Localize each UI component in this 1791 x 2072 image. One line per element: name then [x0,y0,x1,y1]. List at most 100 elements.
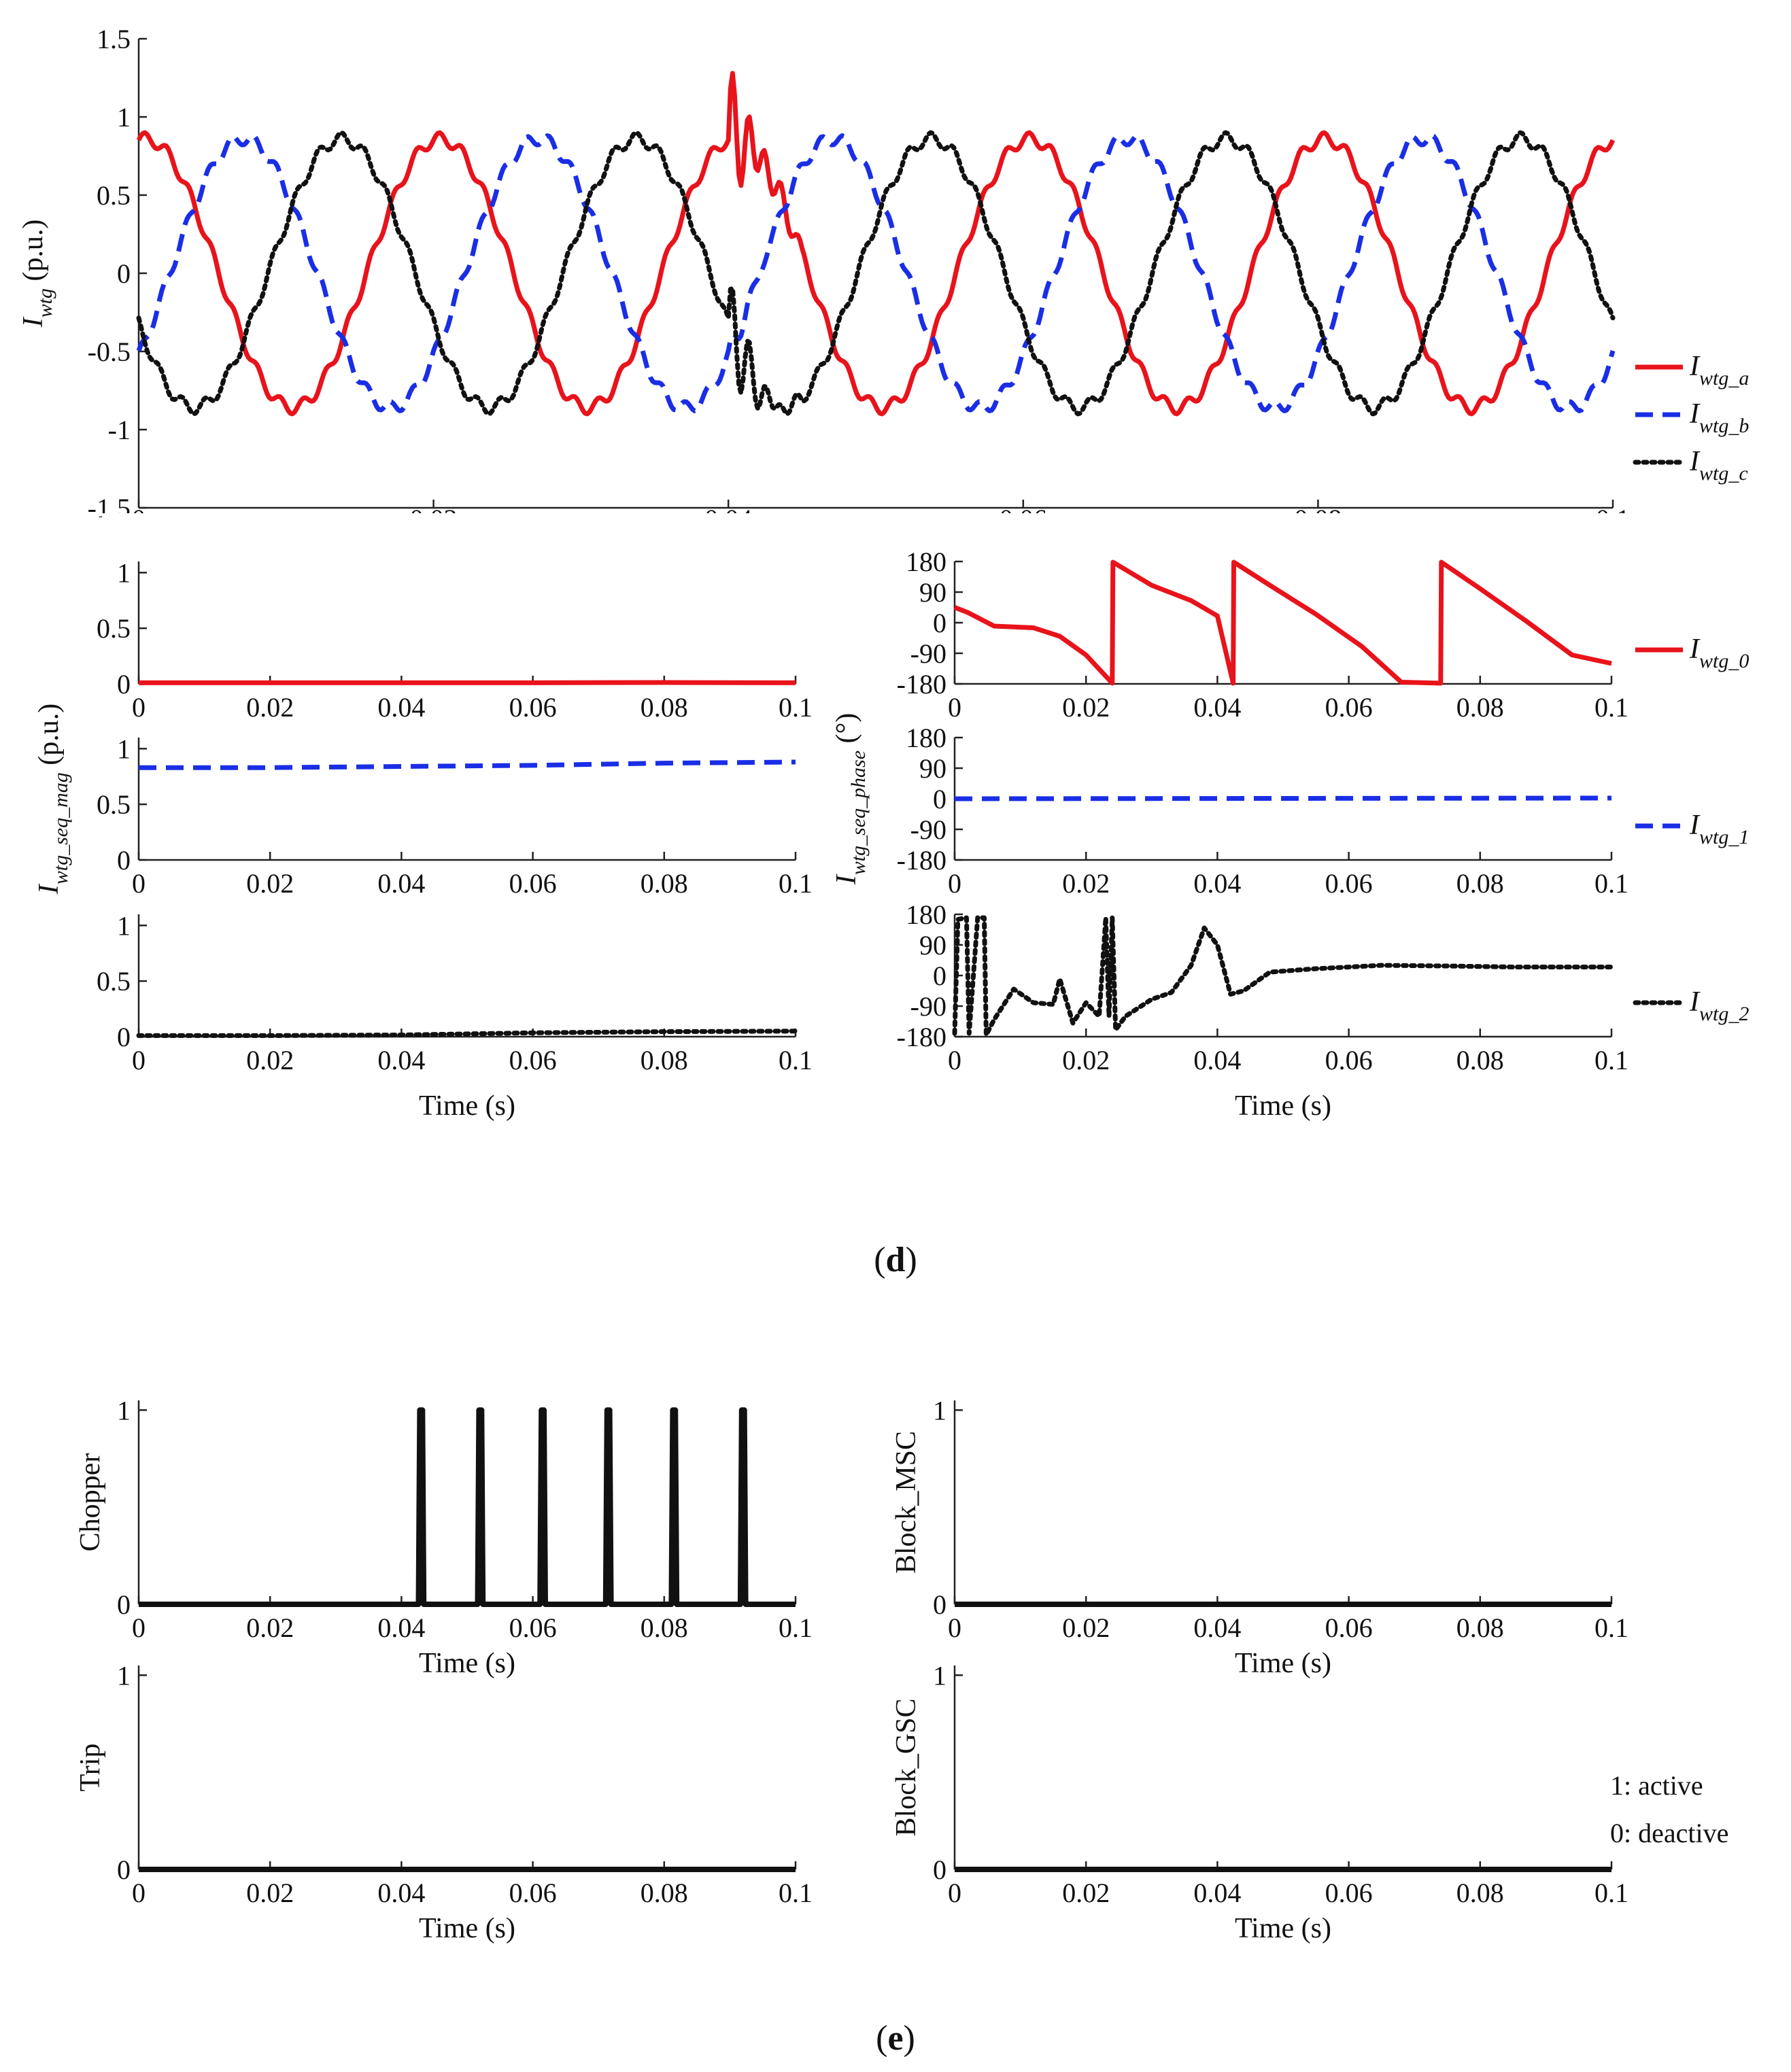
x-tick-label: 0.04 [1193,1878,1241,1908]
x-tick-label: 0.02 [1062,868,1110,899]
x-tick-label: 0 [948,692,961,723]
y-tick-label: 90 [919,753,946,784]
x-tick-label: 0.1 [1594,868,1628,899]
y-tick-label: 1 [117,1395,131,1426]
x-axis-label: Time (s) [419,1648,515,1679]
y-tick-label: 0.5 [97,789,131,820]
x-tick-label: 0.06 [1325,1878,1373,1908]
panel-d-label: (d) [874,1241,917,1279]
legend-label: Iwtg_b [1689,398,1749,437]
x-tick-label: 0.06 [509,868,557,899]
x-tick-label: 0.1 [779,1045,813,1075]
y-tick-label: 0 [117,669,131,700]
x-axis-label: Time (s) [419,1090,515,1122]
x-tick-label: 0.04 [377,1612,425,1643]
series-line-wtg_b [136,133,1616,413]
x-tick-label: 0.04 [377,1045,425,1075]
note-active: 1: active [1610,1770,1703,1801]
x-axis-label: Time (s) [1235,1913,1331,1944]
x-tick-label: 0.06 [1325,692,1373,723]
x-axis-label: Time (s) [1235,1648,1331,1679]
y-tick-label: 0 [933,608,946,638]
seq-mag-line [136,1029,798,1038]
y-tick-label: -90 [910,814,946,845]
x-tick-label: 0 [948,1878,961,1908]
y-tick-label: 0 [933,784,946,814]
legend-label: Iwtg_a [1689,351,1749,390]
x-tick-label: 0.1 [1594,692,1628,723]
y-tick-label: -180 [897,1022,946,1052]
y-tick-label: 0 [117,1589,131,1620]
y-axis-label: Chopper [75,1453,106,1552]
x-tick-label: 0.04 [1193,1045,1241,1075]
x-tick-label: 0.02 [246,1045,294,1075]
y-tick-label: 0.5 [97,966,131,997]
x-tick-label: 0 [948,868,961,899]
x-tick-label: 0.1 [779,1878,813,1908]
x-tick-label: 0.06 [1325,1045,1373,1075]
x-tick-label: 0.02 [246,692,294,723]
y-tick-label: 90 [919,930,946,961]
seq-phase-line [954,795,1612,801]
chart-d-mag: 10.500 0.02 0.04 0.06 0.08 0.110.500 0.02 0.04 0… [33,557,813,1122]
y-axis-label: Block_MSC [891,1431,922,1574]
chart-e_chopper: 1 00 0.02 0.04 0.06 0.08 0.1 Time (s) Chopper [75,1395,813,1679]
seq-mag-line [139,759,796,770]
y-tick-label: -180 [897,669,946,700]
legend-label: Iwtg_c [1689,446,1748,485]
y-tick-label: 1.5 [97,24,131,54]
x-tick-label: 0 [132,868,146,899]
y-tick-label: 0 [117,1022,131,1052]
x-tick-label: 0.04 [1193,692,1241,723]
y-tick-label: 1 [117,102,131,133]
x-tick-label: 0.02 [1062,692,1110,723]
signal-trace [139,1407,796,1607]
x-tick-label: 0.02 [246,868,294,899]
x-tick-label: 0 [948,1612,961,1643]
y-tick-label: 0.5 [97,180,131,211]
y-tick-label: 1 [117,1660,131,1691]
x-tick-label: 0.1 [1594,1045,1628,1075]
y-axis-label: Block_GSC [891,1698,922,1836]
y-tick-label: 1 [117,910,131,941]
x-tick-label: 0.06 [1325,868,1373,899]
y-tick-label: 0 [117,845,131,876]
y-tick-label: 0 [117,258,131,289]
x-tick-label: 0.06 [509,1878,557,1908]
x-tick-label: 0 [948,1045,961,1075]
x-tick-label: 0.08 [641,1878,688,1908]
x-tick-label: 0 [132,1045,146,1075]
y-tick-label: 180 [906,899,946,930]
x-tick-label: 0.02 [1062,1612,1110,1643]
legend-label: Iwtg_2 [1689,986,1749,1025]
x-tick-label: 0.1 [1594,1878,1628,1908]
x-tick-label: 0.04 [1193,868,1241,899]
series-line-wtg_c [136,130,1616,417]
x-tick-label: 0.08 [1456,1045,1504,1075]
y-axis-label: Iwtg_seq_mag (p.u.) [33,704,72,895]
y-tick-label: 180 [906,547,946,577]
y-tick-label: 1 [117,733,131,764]
x-tick-label: 0.1 [779,1612,813,1643]
chart-e_block_gsc: 1 00 0.02 0.04 0.06 0.08 0.1 Time (s) Block_GSC [891,1660,1628,1944]
x-axis-label: Time (s) [1235,1090,1331,1122]
x-tick-label: 0.02 [1062,1878,1110,1908]
x-tick-label: 0.08 [641,692,688,723]
x-tick-label: 0.08 [641,1045,688,1075]
legend-label: Iwtg_0 [1689,634,1749,672]
x-tick-label: 0.06 [509,692,557,723]
panel-e-label: (e) [876,2019,915,2058]
y-tick-label: -180 [897,845,946,876]
x-tick-label: 0 [132,1878,146,1908]
chart-d-top: 1.510.50-0.5-1-1.500.020.040.060.080.1Iw… [18,24,1749,540]
y-tick-label: 1 [117,557,131,588]
y-axis-label: Trip [75,1744,106,1792]
x-tick-label: 0.08 [1456,692,1504,723]
x-tick-label: 0.08 [1456,1612,1504,1643]
y-tick-label: -90 [910,638,946,669]
x-tick-label: 0.04 [377,1878,425,1908]
x-tick-label: 0.08 [641,1612,688,1643]
x-tick-label: 0.04 [377,868,425,899]
